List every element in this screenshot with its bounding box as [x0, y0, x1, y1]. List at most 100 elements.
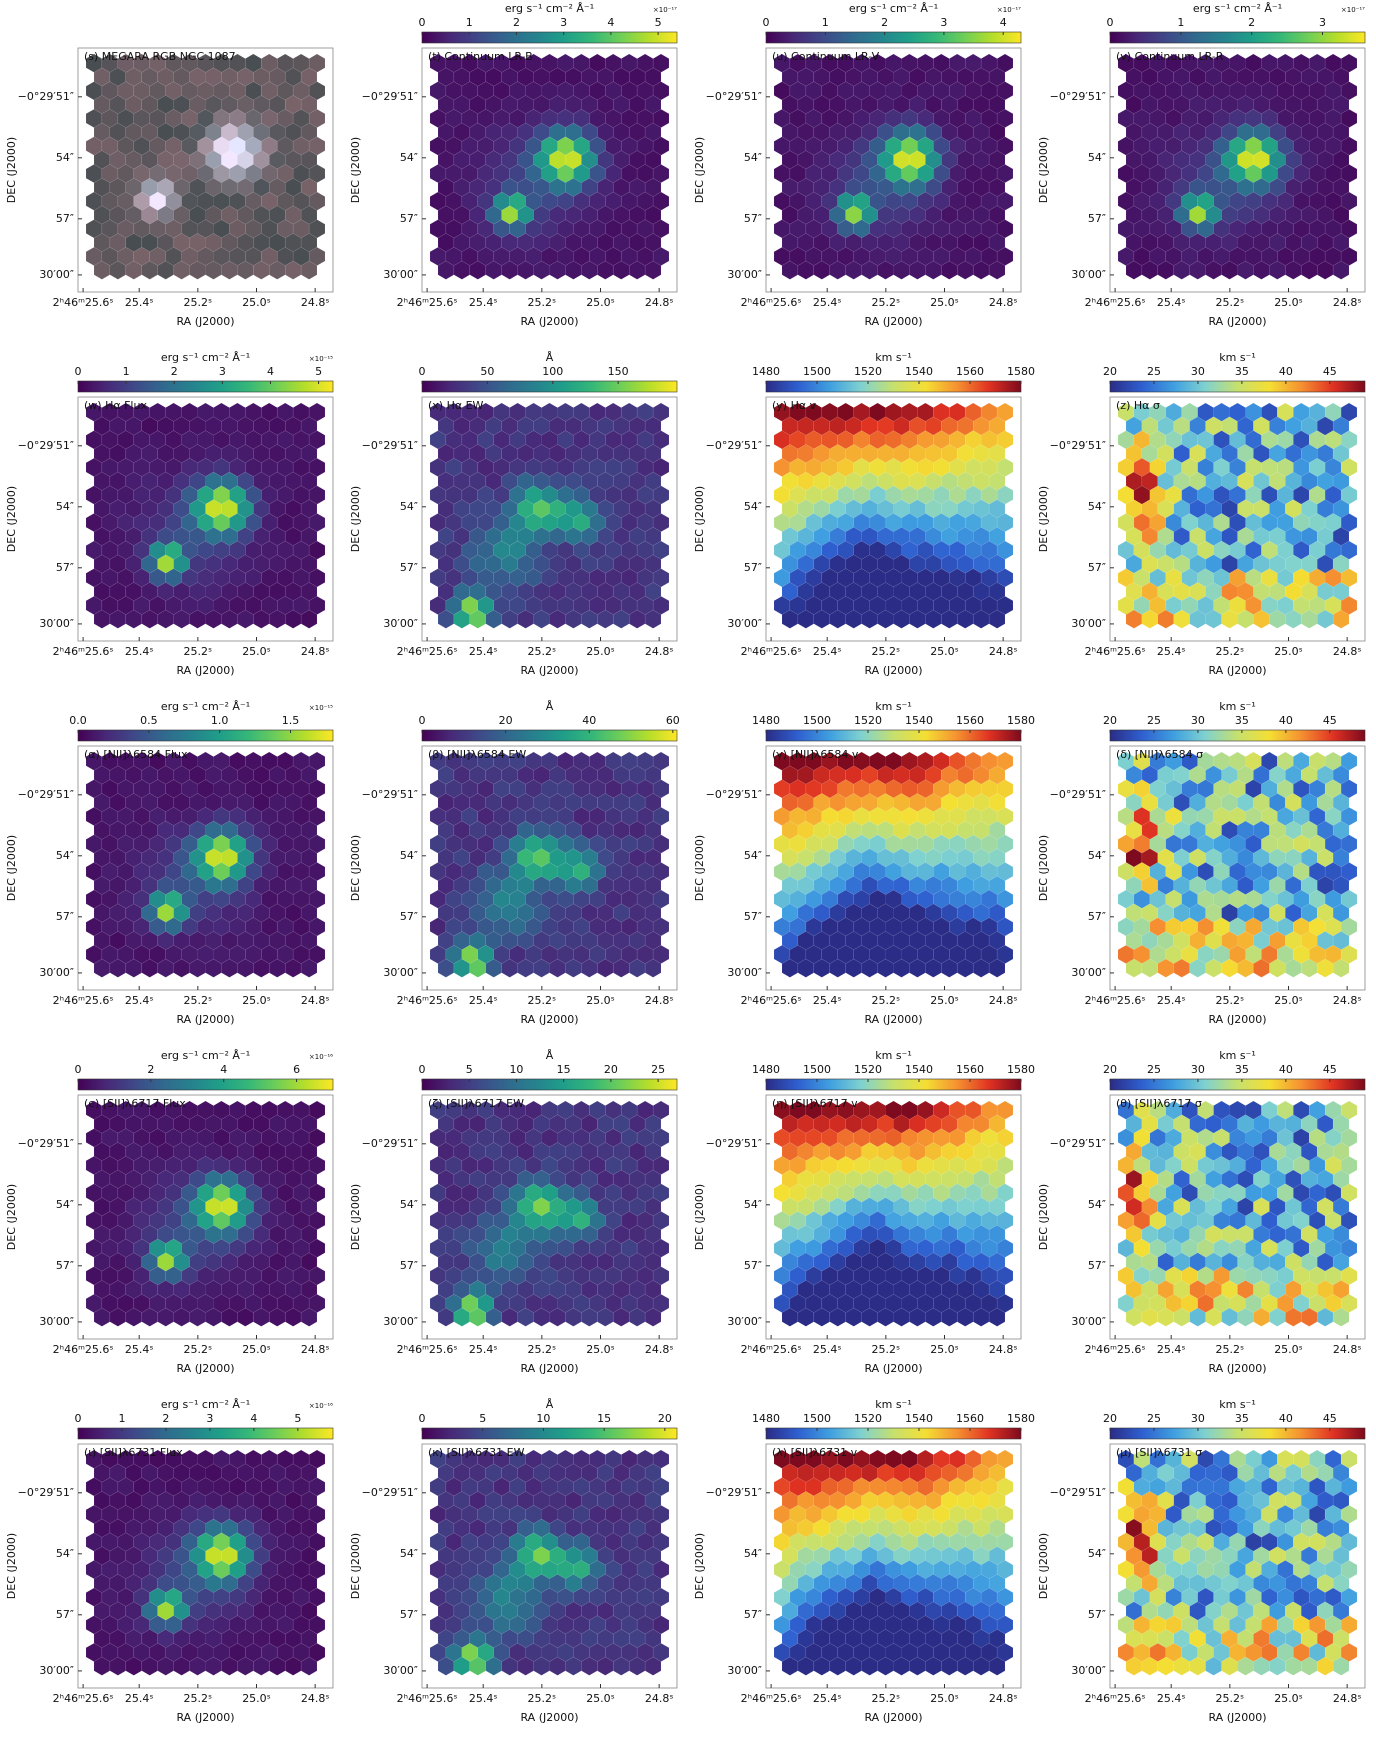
colorbar-tick-label: 4 — [1000, 16, 1007, 29]
y-tick-label: −0°29′51″ — [1050, 1137, 1106, 1150]
panel-title: (γ) [NII]λ6584 v — [772, 748, 859, 761]
colorbar-tick-label: 40 — [582, 714, 596, 727]
x-tick-label: 25.0ˢ — [1274, 1343, 1303, 1356]
x-tick-label: 2ʰ46ᵐ25.6ˢ — [1085, 296, 1146, 309]
colorbar-tick-label: 0 — [763, 16, 770, 29]
x-tick-label: 2ʰ46ᵐ25.6ˢ — [397, 1692, 458, 1705]
hex-map — [1117, 1100, 1358, 1327]
panel: (u) Continuum LR-VRA (J2000)DEC (J2000)2… — [693, 2, 1022, 328]
colorbar-label: erg s⁻¹ cm⁻² Å⁻¹ — [161, 1049, 250, 1062]
colorbar-tick-label: 1480 — [752, 714, 780, 727]
x-tick-label: 2ʰ46ᵐ25.6ˢ — [53, 645, 114, 658]
colorbar-tick-label: 1480 — [752, 365, 780, 378]
x-tick-label: 24.8ˢ — [301, 994, 330, 1007]
y-axis-label: DEC (J2000) — [5, 1533, 18, 1599]
colorbar-label: km s⁻¹ — [1219, 1049, 1256, 1062]
colorbar-tick-label: 0.5 — [140, 714, 158, 727]
x-tick-label: 25.0ˢ — [242, 1343, 271, 1356]
panel-title: (η) [SII]λ6717 v — [772, 1097, 858, 1110]
x-tick-label: 25.2ˢ — [872, 1343, 901, 1356]
colorbar-tick-label: 0 — [1107, 16, 1114, 29]
x-tick-label: 25.0ˢ — [1274, 645, 1303, 658]
y-tick-label: −0°29′51″ — [706, 1137, 762, 1150]
colorbar — [421, 1078, 678, 1091]
colorbar-tick-label: 1480 — [752, 1063, 780, 1076]
y-tick-label: −0°29′51″ — [706, 90, 762, 103]
y-tick-label: 54″ — [56, 849, 74, 862]
y-tick-label: 54″ — [744, 500, 762, 513]
x-tick-label: 25.0ˢ — [1274, 296, 1303, 309]
panel-title: (s) MEGARA RGB NGC 1087 — [84, 50, 236, 63]
y-tick-label: 57″ — [56, 561, 74, 574]
colorbar-tick-label: 40 — [1279, 1063, 1293, 1076]
y-tick-label: −0°29′51″ — [1050, 90, 1106, 103]
y-tick-label: 30′00″ — [1071, 1315, 1106, 1328]
y-tick-label: 54″ — [1088, 849, 1106, 862]
panel-title: (v) Continuum LR-R — [1116, 50, 1224, 63]
x-tick-label: 25.4ˢ — [1157, 296, 1186, 309]
colorbar-tick-label: 20 — [1103, 1063, 1117, 1076]
y-tick-label: −0°29′51″ — [18, 90, 74, 103]
x-tick-label: 25.4ˢ — [813, 645, 842, 658]
hex-map — [773, 53, 1014, 280]
y-tick-label: 54″ — [744, 1198, 762, 1211]
panel-title: (α) [NII]λ6584 Flux — [84, 748, 188, 761]
y-tick-label: −0°29′51″ — [18, 1137, 74, 1150]
colorbar-tick-label: 20 — [658, 1412, 672, 1425]
colorbar-label: Å — [546, 351, 554, 364]
colorbar-tick-label: 45 — [1323, 365, 1337, 378]
colorbar-tick-label: 1.5 — [282, 714, 300, 727]
x-tick-label: 25.2ˢ — [528, 994, 557, 1007]
colorbar-tick-label: 1520 — [854, 365, 882, 378]
x-tick-label: 2ʰ46ᵐ25.6ˢ — [1085, 994, 1146, 1007]
colorbar — [421, 380, 678, 393]
colorbar-tick-label: 2 — [881, 16, 888, 29]
y-axis-label: DEC (J2000) — [349, 835, 362, 901]
hex-map — [429, 1449, 670, 1676]
x-tick-label: 24.8ˢ — [301, 1692, 330, 1705]
x-tick-label: 2ʰ46ᵐ25.6ˢ — [397, 994, 458, 1007]
colorbar-label: Å — [546, 1049, 554, 1062]
y-tick-label: 57″ — [744, 212, 762, 225]
x-tick-label: 25.4ˢ — [469, 994, 498, 1007]
hex-spaxel — [1332, 260, 1350, 280]
panel: (λ) [SII]λ6731 vRA (J2000)DEC (J2000)2ʰ4… — [693, 1398, 1035, 1724]
x-tick-label: 25.2ˢ — [528, 1692, 557, 1705]
hex-map — [85, 1449, 326, 1676]
hex-spaxel — [644, 260, 662, 280]
colorbar-tick-label: 20 — [499, 714, 513, 727]
colorbar-tick-label: 2 — [171, 365, 178, 378]
y-tick-label: 57″ — [744, 561, 762, 574]
y-tick-label: 54″ — [400, 1547, 418, 1560]
panel-title: (β) [NII]λ6584 EW — [428, 748, 526, 761]
x-tick-label: 25.2ˢ — [528, 645, 557, 658]
x-tick-label: 25.0ˢ — [586, 1343, 615, 1356]
y-tick-label: 30′00″ — [1071, 268, 1106, 281]
colorbar-tick-label: 1560 — [956, 365, 984, 378]
x-tick-label: 25.2ˢ — [1216, 645, 1245, 658]
y-tick-label: 30′00″ — [383, 1315, 418, 1328]
colorbar-tick-label: 6 — [293, 1063, 300, 1076]
x-tick-label: 25.2ˢ — [528, 1343, 557, 1356]
panel: (v) Continuum LR-RRA (J2000)DEC (J2000)2… — [1037, 2, 1366, 328]
x-tick-label: 24.8ˢ — [1333, 296, 1362, 309]
colorbar-exponent: ×10⁻¹⁷ — [1341, 6, 1365, 14]
y-tick-label: 54″ — [400, 500, 418, 513]
x-tick-label: 25.2ˢ — [1216, 1343, 1245, 1356]
x-tick-label: 25.4ˢ — [813, 296, 842, 309]
panel-title: (w) Hα Flux — [84, 399, 147, 412]
colorbar-tick-label: 35 — [1235, 365, 1249, 378]
x-tick-label: 24.8ˢ — [301, 296, 330, 309]
y-tick-label: 30′00″ — [383, 1664, 418, 1677]
hex-map — [85, 53, 326, 280]
x-tick-label: 24.8ˢ — [989, 994, 1018, 1007]
colorbar-tick-label: 35 — [1235, 1063, 1249, 1076]
y-axis-label: DEC (J2000) — [5, 1184, 18, 1250]
colorbar — [765, 1078, 1022, 1091]
y-tick-label: 30′00″ — [1071, 966, 1106, 979]
y-tick-label: 30′00″ — [727, 1315, 762, 1328]
colorbar-tick-label: 1540 — [905, 714, 933, 727]
